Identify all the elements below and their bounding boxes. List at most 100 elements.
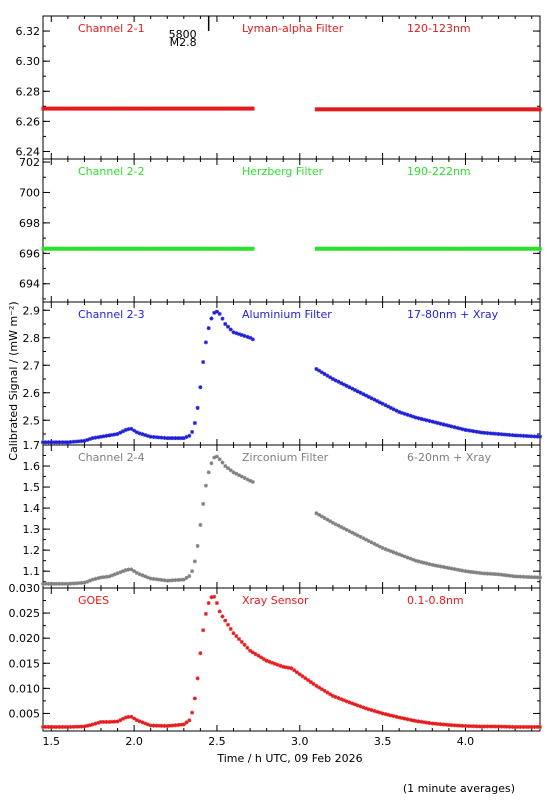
data-point	[143, 106, 147, 111]
data-point	[499, 107, 504, 112]
data-point	[71, 246, 76, 251]
data-point	[80, 246, 84, 251]
panel-3: 2.5 2.6 2.7 2.8 2.9 Channel 2-3 Aluminium Filt…	[23, 301, 542, 446]
data-point	[77, 246, 81, 251]
data-point	[507, 573, 512, 578]
data-point	[96, 106, 100, 111]
data-point	[74, 724, 79, 729]
data-point	[82, 246, 87, 251]
data-point	[394, 107, 399, 112]
data-point	[204, 106, 208, 111]
data-point	[510, 574, 515, 579]
data-point	[496, 724, 501, 729]
data-point	[477, 570, 482, 575]
data-point	[71, 581, 76, 586]
y-tick-label: 2.5	[23, 414, 41, 427]
data-point	[319, 370, 324, 375]
data-point	[220, 246, 225, 251]
data-point	[193, 246, 197, 251]
data-point	[519, 246, 523, 251]
data-point	[154, 246, 158, 251]
data-point	[101, 719, 106, 724]
data-point	[502, 107, 506, 112]
data-point	[201, 360, 206, 365]
data-point	[383, 107, 388, 112]
data-point	[68, 440, 73, 445]
data-point	[47, 246, 51, 251]
data-point	[331, 107, 335, 112]
x-tick-label: 3.5	[374, 735, 392, 748]
data-point	[428, 107, 432, 112]
data-point	[433, 721, 438, 726]
data-point	[99, 246, 103, 251]
data-point	[234, 246, 238, 251]
data-point	[358, 390, 363, 395]
data-point	[389, 107, 393, 112]
data-point	[344, 383, 349, 388]
data-point	[85, 106, 89, 111]
data-point	[43, 440, 48, 445]
data-point	[129, 246, 134, 251]
data-point	[101, 434, 106, 439]
data-point	[381, 107, 385, 112]
data-point	[281, 664, 286, 669]
data-point	[43, 724, 48, 729]
data-point	[403, 107, 407, 112]
data-point	[93, 576, 98, 581]
data-point	[115, 571, 120, 576]
data-point	[361, 392, 366, 397]
data-point	[185, 106, 189, 111]
data-point	[165, 246, 169, 251]
data-point	[347, 246, 352, 251]
data-point	[182, 106, 186, 111]
data-point	[162, 578, 167, 583]
data-point	[361, 536, 366, 541]
data-point	[322, 516, 327, 521]
data-point	[364, 706, 369, 711]
data-point	[535, 724, 540, 729]
data-point	[435, 421, 440, 425]
data-point	[449, 424, 454, 429]
data-point	[499, 432, 504, 437]
data-point	[400, 107, 404, 112]
data-point	[231, 631, 236, 636]
data-point	[353, 532, 358, 537]
footnote: (1 minute averages)	[403, 782, 515, 795]
data-point	[187, 433, 192, 438]
data-point	[468, 428, 473, 433]
data-point	[334, 246, 338, 251]
data-point	[380, 546, 385, 551]
data-point	[516, 246, 520, 251]
data-point	[292, 668, 297, 673]
data-point	[535, 246, 539, 251]
data-point	[124, 246, 128, 251]
data-point	[170, 436, 175, 441]
y-tick-label: 0.025	[9, 607, 41, 620]
data-point	[408, 413, 413, 418]
data-point	[356, 107, 360, 112]
data-point	[485, 431, 490, 436]
data-point	[250, 337, 255, 342]
data-point	[493, 724, 498, 729]
data-point	[508, 107, 512, 112]
data-point	[201, 628, 206, 633]
data-point	[532, 575, 537, 580]
data-point	[77, 106, 81, 111]
data-point	[507, 432, 512, 437]
data-point	[416, 559, 421, 564]
data-point	[168, 578, 173, 583]
data-point	[405, 246, 410, 251]
data-point	[242, 333, 247, 338]
data-point	[452, 425, 457, 430]
data-point	[118, 106, 123, 111]
data-point	[159, 435, 164, 440]
data-point	[408, 246, 412, 251]
data-point	[79, 439, 84, 444]
data-point	[218, 246, 222, 251]
data-point	[190, 246, 194, 251]
data-point	[513, 107, 517, 112]
data-point	[474, 246, 479, 251]
data-point	[532, 434, 537, 439]
data-point	[232, 106, 236, 111]
